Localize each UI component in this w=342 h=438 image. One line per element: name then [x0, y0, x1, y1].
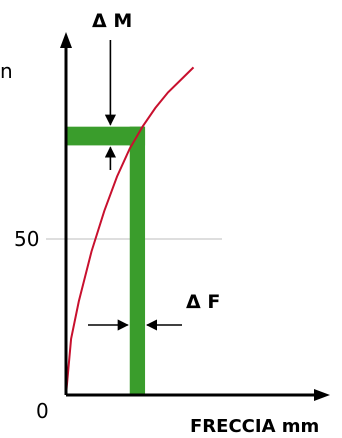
origin-label: 0	[36, 399, 49, 423]
delta-f-label: Δ F	[186, 291, 220, 313]
x-axis-label: FRECCIA mm	[190, 416, 319, 437]
y-axis-arrowhead	[60, 32, 72, 48]
delta-m-label: Δ M	[92, 10, 132, 32]
y-tick-label-50: 50	[14, 227, 39, 251]
x-axis-arrowhead	[314, 389, 330, 401]
delta-f-band	[129, 126, 146, 396]
load-deflection-curve	[65, 66, 195, 396]
y-axis-label-fragment: n	[0, 59, 13, 83]
delta-m-band	[66, 126, 146, 146]
